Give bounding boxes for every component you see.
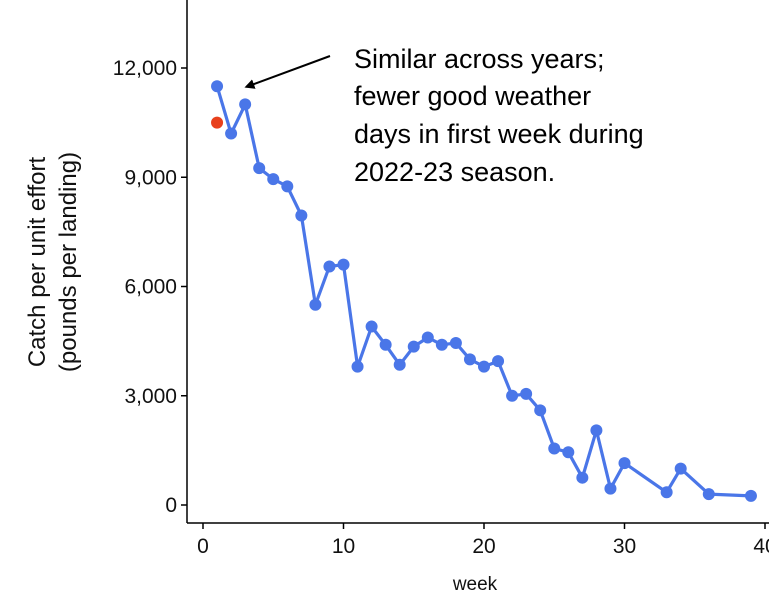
data-point	[225, 127, 238, 140]
data-point	[520, 387, 533, 400]
data-point	[309, 298, 322, 311]
series-line	[215, 85, 751, 498]
data-point	[590, 424, 603, 437]
annotation-line-1: Similar across years;	[354, 44, 605, 74]
annotation-line-3: days in first week during	[354, 119, 644, 149]
data-point	[674, 462, 687, 475]
data-point	[379, 338, 392, 351]
data-point	[492, 355, 505, 368]
y-tick-label: 6,000	[124, 276, 177, 299]
data-point	[295, 209, 308, 222]
data-point	[478, 360, 490, 373]
annotation-arrow	[244, 55, 331, 89]
data-point	[534, 404, 547, 417]
y-axis-ticks: 0 3,000 6,000 9,000 12,000	[113, 57, 187, 517]
data-point	[618, 457, 631, 470]
x-axis-title: week	[452, 574, 498, 595]
highlight-points	[211, 116, 224, 129]
annotation-line-2: fewer good weather	[354, 81, 591, 111]
data-point	[393, 358, 406, 371]
data-point	[421, 331, 434, 344]
y-axis-title-line-1: Catch per unit effort	[24, 157, 51, 368]
data-point	[744, 489, 757, 502]
x-tick-label: 40	[753, 535, 769, 558]
data-point	[506, 389, 519, 402]
data-point	[576, 471, 589, 484]
data-point	[239, 98, 252, 111]
data-point	[702, 488, 715, 501]
y-tick-label: 12,000	[113, 57, 177, 80]
data-point	[463, 353, 476, 366]
x-tick-label: 0	[197, 535, 209, 558]
data-point	[337, 258, 350, 271]
data-point	[253, 162, 266, 175]
x-tick-label: 10	[332, 535, 355, 558]
series-points	[211, 80, 757, 502]
data-point	[548, 442, 561, 455]
x-tick-label: 20	[472, 535, 495, 558]
data-point	[562, 446, 575, 459]
data-point	[365, 320, 378, 333]
data-point	[267, 173, 280, 186]
x-axis-ticks: 0 10 20 30 40	[197, 523, 769, 558]
y-tick-label: 3,000	[124, 385, 177, 408]
highlight-point	[211, 116, 224, 129]
data-point	[351, 360, 364, 373]
data-point	[323, 260, 336, 273]
x-tick-label: 30	[613, 535, 636, 558]
y-tick-label: 0	[165, 494, 177, 517]
data-point	[407, 340, 420, 353]
data-point	[435, 338, 448, 351]
data-point	[660, 486, 673, 499]
data-point	[604, 482, 617, 495]
y-tick-label: 9,000	[124, 166, 177, 189]
annotation-line-4: 2022-23 season.	[354, 157, 555, 187]
data-point	[449, 336, 462, 349]
data-point	[211, 80, 224, 93]
y-axis-title-line-2: (pounds per landing)	[55, 152, 82, 372]
data-point	[281, 180, 294, 193]
y-axis-title: Catch per unit effort (pounds per landin…	[24, 152, 82, 372]
annotation: Similar across years; fewer good weather…	[244, 44, 644, 187]
